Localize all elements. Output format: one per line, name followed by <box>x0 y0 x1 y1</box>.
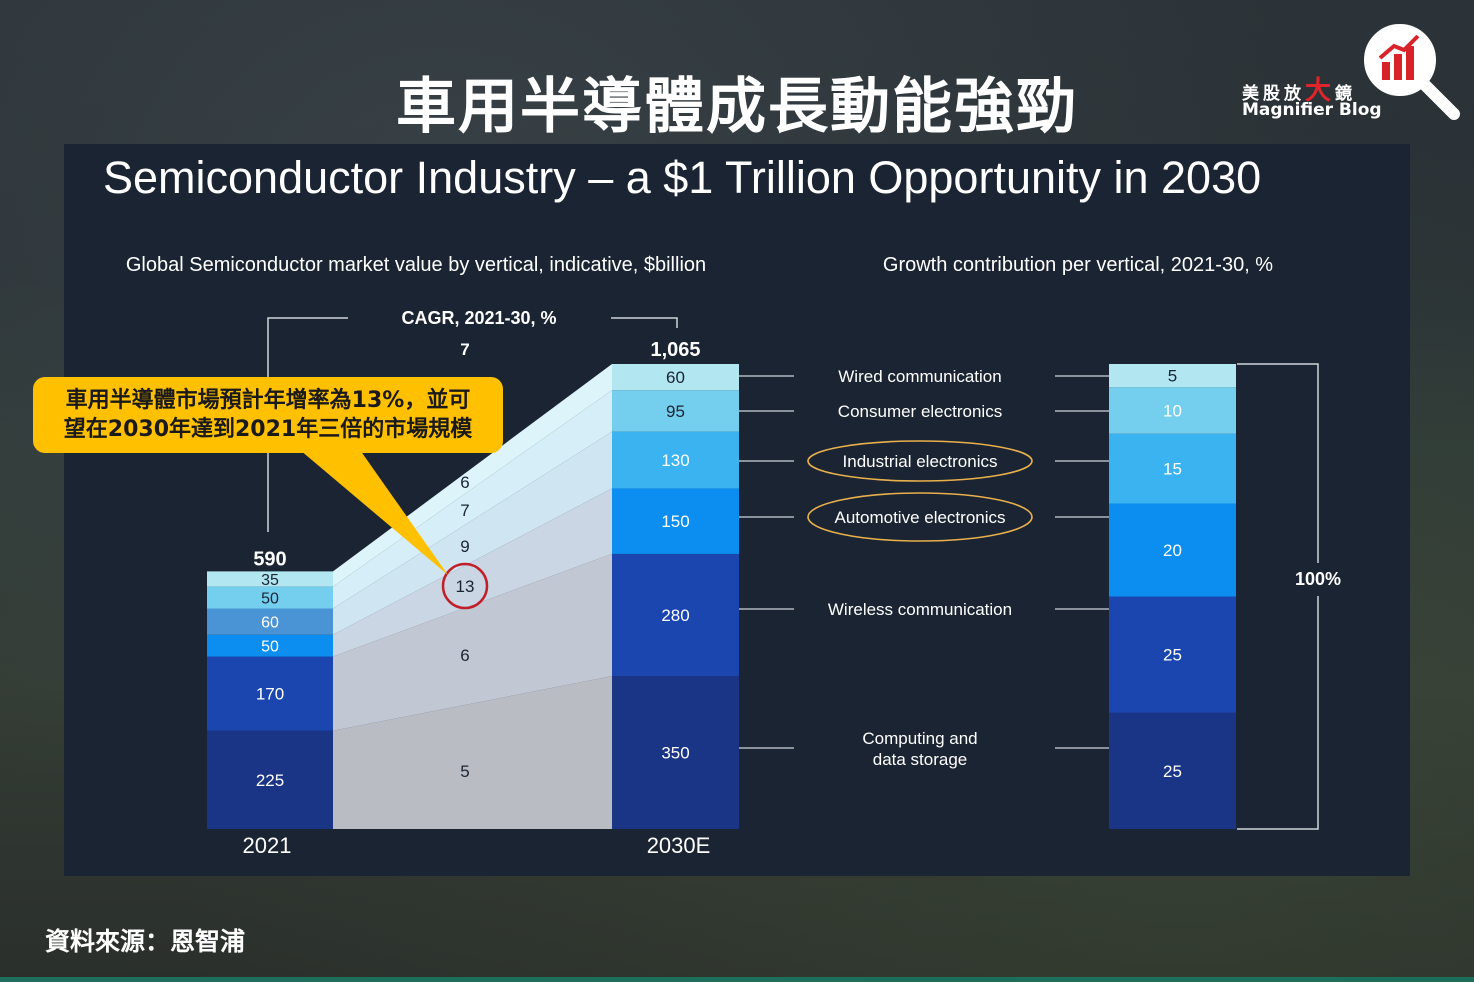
bottom-accent-line <box>0 977 1474 982</box>
logo: 美股放大鏡 Magnifier Blog <box>1238 22 1468 122</box>
right-chart-subtitle: Growth contribution per vertical, 2021-3… <box>883 254 1273 276</box>
bar-2021-automotive-electronics <box>207 634 333 657</box>
callout-line-1: 車用半導體市場預計年增率為13%，並可 <box>65 388 471 413</box>
total-bracket-top <box>1237 363 1319 563</box>
contribution-label-automotive-electronics: 20 <box>1163 541 1182 560</box>
contribution-bar-consumer-electronics <box>1109 387 1236 434</box>
total-label-2021: 590 <box>253 548 286 570</box>
logo-english: Magnifier Blog <box>1242 100 1382 120</box>
bar-2021-consumer-electronics <box>207 586 333 609</box>
cagr-header: CAGR, 2021-30, % <box>401 308 556 328</box>
total-bracket-bottom <box>1237 596 1319 830</box>
contribution-label-wireless-communication: 25 <box>1163 646 1182 665</box>
cagr-bracket-right <box>611 317 678 328</box>
bar-2021-wired-communication <box>207 571 333 587</box>
series-label-wireless-communication: Wireless communication <box>828 600 1012 619</box>
cagr-label-wireless-communication: 6 <box>460 646 469 665</box>
value-label-2030e-industrial-electronics: 130 <box>661 451 689 470</box>
total-label-2030e: 1,065 <box>650 339 700 361</box>
bar-2021-wireless-communication <box>207 656 333 731</box>
bar-2030e-automotive-electronics <box>612 488 739 554</box>
value-label-2030e-computing-and-data-storage: 350 <box>661 744 689 763</box>
bar-2030e-industrial-electronics <box>612 431 739 489</box>
value-label-2021-computing-and-data-storage: 225 <box>256 771 284 790</box>
bar-2021-computing-and-data-storage <box>207 730 333 829</box>
total-percent-label: 100% <box>1295 569 1341 589</box>
left-chart-subtitle: Global Semiconductor market value by ver… <box>126 254 706 276</box>
value-label-2030e-consumer-electronics: 95 <box>666 402 685 421</box>
series-label-wired-communication: Wired communication <box>838 367 1001 386</box>
bar-2030e-wireless-communication <box>612 553 739 677</box>
bar-2021-industrial-electronics <box>207 608 333 635</box>
value-label-2021-automotive-electronics: 50 <box>261 639 279 656</box>
value-label-2030e-wireless-communication: 280 <box>661 606 689 625</box>
band-automotive-electronics <box>333 488 612 657</box>
cagr-label-consumer-electronics: 7 <box>460 501 469 520</box>
value-label-2021-wireless-communication: 170 <box>256 685 284 704</box>
logo-chinese: 美股放大鏡 <box>1242 76 1357 106</box>
cagr-total: 7 <box>460 340 469 359</box>
contribution-label-wired-communication: 5 <box>1168 367 1177 386</box>
highlight-ring-automotive-cagr <box>441 562 489 610</box>
contribution-bar-wired-communication <box>1109 364 1236 388</box>
series-label-computing-line-2: data storage <box>873 750 968 769</box>
contribution-label-computing-and-data-storage: 25 <box>1163 762 1182 781</box>
band-industrial-electronics <box>333 431 612 635</box>
cagr-label-industrial-electronics: 9 <box>460 537 469 556</box>
cagr-label-computing-and-data-storage: 5 <box>460 762 469 781</box>
value-label-2021-wired-communication: 35 <box>261 572 279 589</box>
callout-pointer <box>300 450 448 575</box>
band-consumer-electronics <box>333 390 612 609</box>
value-label-2030e-wired-communication: 60 <box>666 368 685 387</box>
value-label-2021-industrial-electronics: 60 <box>261 615 279 632</box>
contribution-bar-computing-and-data-storage <box>1109 712 1236 829</box>
source-note: 資料來源：恩智浦 <box>45 927 246 956</box>
bar-2030e-consumer-electronics <box>612 390 739 432</box>
series-label-consumer-electronics: Consumer electronics <box>838 402 1002 421</box>
x-tick-label-2030e: 2030E <box>647 833 711 858</box>
highlight-ellipse-automotive <box>807 492 1033 542</box>
series-label-computing-line-1: Computing and <box>862 729 977 748</box>
page-title: 車用半導體成長動能強勁 <box>396 72 1078 142</box>
x-tick-label-2021: 2021 <box>243 833 292 858</box>
series-label-automotive-electronics: Automotive electronics <box>834 508 1005 527</box>
value-label-2030e-automotive-electronics: 150 <box>661 512 689 531</box>
band-wireless-communication <box>333 553 612 731</box>
value-label-2021-consumer-electronics: 50 <box>261 591 279 608</box>
cagr-label-wired-communication: 6 <box>460 473 469 492</box>
contribution-bar-automotive-electronics <box>1109 503 1236 597</box>
band-computing-and-data-storage <box>333 676 612 829</box>
highlight-ellipse-industrial <box>807 440 1033 482</box>
cagr-bracket-left <box>267 317 348 532</box>
contribution-label-consumer-electronics: 10 <box>1163 402 1182 421</box>
contribution-bar-industrial-electronics <box>1109 433 1236 504</box>
magnifier-chart-icon <box>1364 24 1460 120</box>
bar-2030e-computing-and-data-storage <box>612 676 739 829</box>
callout-box: 車用半導體市場預計年增率為13%，並可 望在2030年達到2021年三倍的市場規… <box>33 377 503 453</box>
contribution-label-industrial-electronics: 15 <box>1163 460 1182 479</box>
contribution-bar-wireless-communication <box>1109 596 1236 713</box>
bar-2030e-wired-communication <box>612 364 739 391</box>
slide-title: Semiconductor Industry – a $1 Trillion O… <box>103 152 1262 203</box>
series-label-industrial-electronics: Industrial electronics <box>843 452 998 471</box>
callout-line-2: 望在2030年達到2021年三倍的市場規模 <box>63 417 473 442</box>
cagr-label-automotive-electronics: 13 <box>456 577 475 596</box>
